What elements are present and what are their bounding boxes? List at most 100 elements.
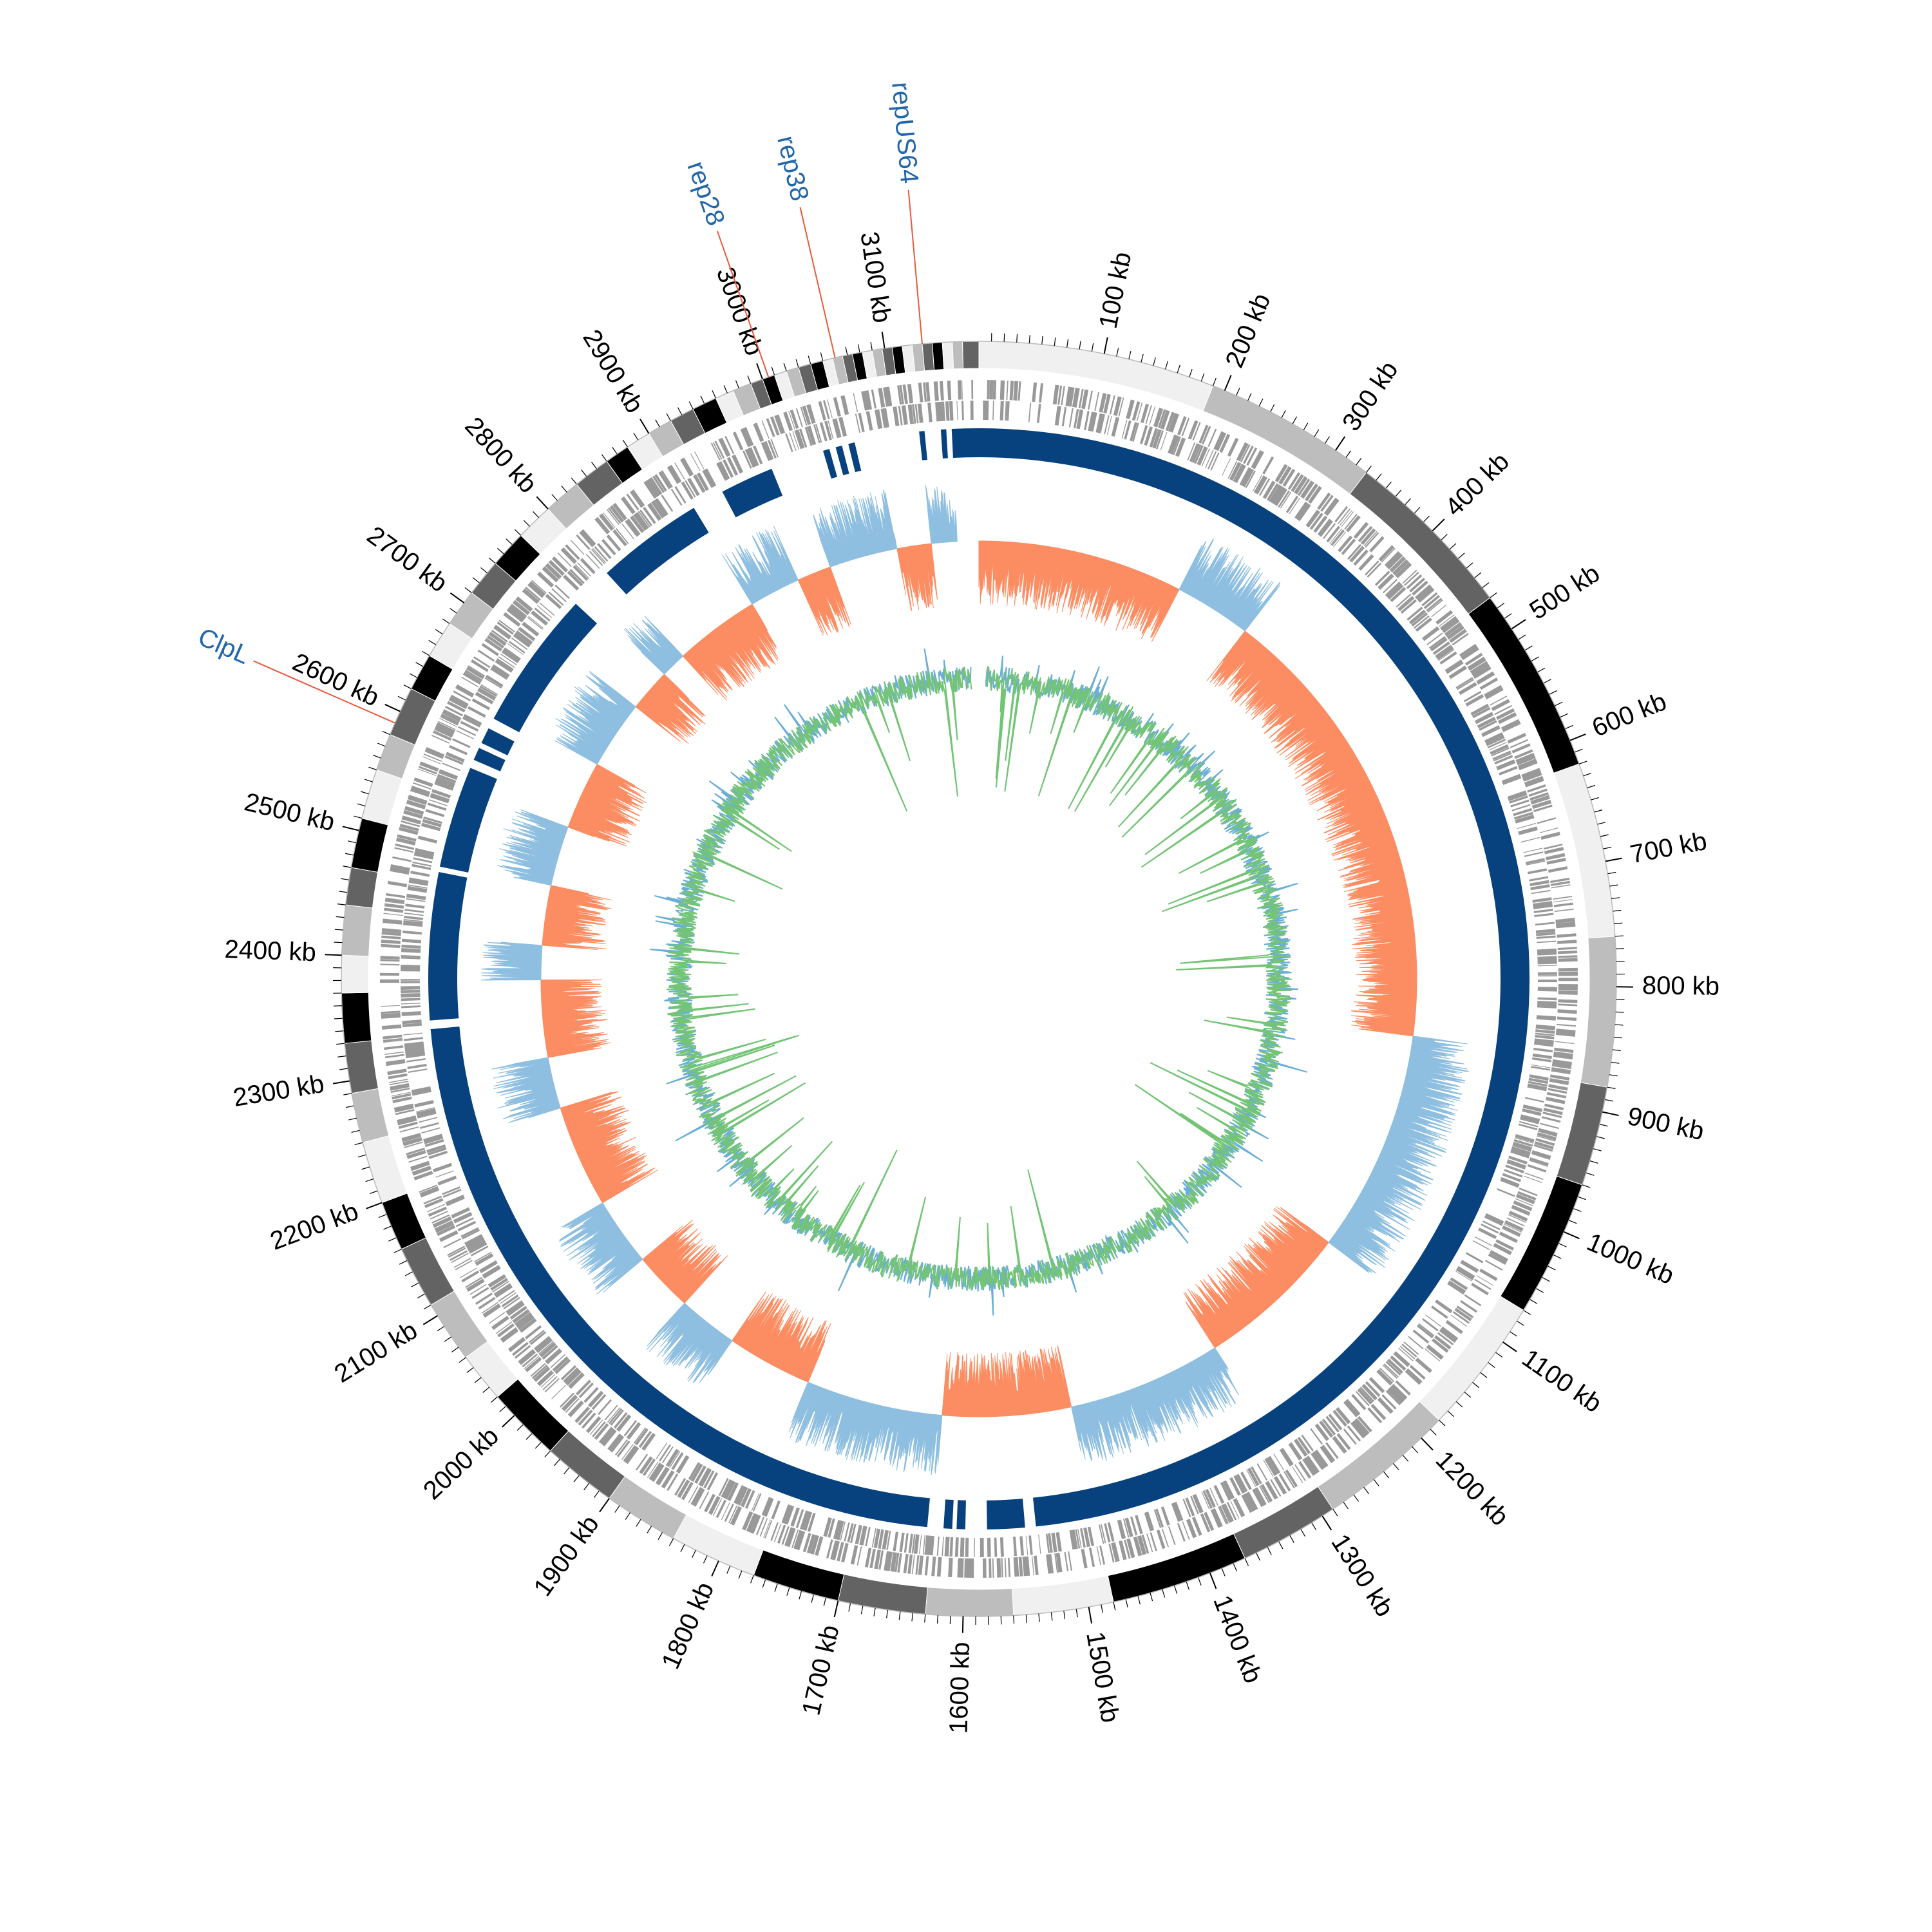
tick-label: 3100 kb xyxy=(855,230,896,325)
minor-tick xyxy=(1573,1208,1582,1212)
tick-mark xyxy=(1564,1231,1580,1240)
tick-mark xyxy=(1321,1515,1332,1531)
tick-label: 2600 kb xyxy=(289,648,384,712)
minor-tick xyxy=(1236,388,1240,396)
minor-tick xyxy=(795,359,799,368)
minor-tick xyxy=(1353,1494,1359,1502)
annotation-label: ClpL xyxy=(194,623,254,670)
tick-label: 2400 kb xyxy=(224,935,317,967)
tick-mark xyxy=(1511,619,1526,630)
minor-tick xyxy=(750,1575,754,1584)
minor-tick xyxy=(497,547,504,554)
tick-label: 2000 kb xyxy=(418,1422,504,1506)
minor-tick xyxy=(1575,748,1583,753)
minor-tick xyxy=(1449,543,1457,550)
minor-tick xyxy=(823,1597,826,1606)
minor-tick xyxy=(1028,335,1030,344)
minor-tick xyxy=(464,587,472,593)
ideogram-band xyxy=(344,1040,379,1094)
minor-tick xyxy=(811,1595,814,1603)
minor-tick xyxy=(1510,1331,1517,1337)
annotation-label: rep28 xyxy=(681,158,730,229)
tick-mark xyxy=(639,419,650,434)
tick-mark xyxy=(502,1415,515,1428)
minor-tick xyxy=(688,401,694,410)
minor-tick xyxy=(1270,404,1275,412)
minor-tick xyxy=(783,363,787,372)
minor-tick xyxy=(703,1555,708,1564)
minor-tick xyxy=(738,1570,743,1579)
tick-label: 1800 kb xyxy=(656,1578,719,1673)
gc-skew xyxy=(813,489,898,568)
minor-tick xyxy=(1041,336,1043,345)
tick-label: 900 kb xyxy=(1625,1102,1707,1146)
tick-label: 1900 kb xyxy=(528,1510,604,1601)
minor-tick xyxy=(354,1142,363,1146)
minor-tick xyxy=(345,853,354,856)
minor-tick xyxy=(1472,1382,1479,1388)
minor-tick xyxy=(1604,1099,1613,1102)
minor-tick xyxy=(886,1609,889,1618)
gc-content xyxy=(666,666,1292,1291)
minor-tick xyxy=(343,1093,352,1095)
minor-tick xyxy=(1153,357,1156,366)
contig xyxy=(722,468,783,518)
tick-label: 2100 kb xyxy=(330,1316,422,1388)
tick-label: 100 kb xyxy=(1094,250,1137,331)
minor-tick xyxy=(1495,1352,1503,1358)
gc-skew xyxy=(732,1291,831,1383)
minor-tick xyxy=(762,1579,766,1588)
annotation-line xyxy=(907,189,923,345)
tick-label: 800 kb xyxy=(1642,971,1720,1000)
minor-tick xyxy=(1091,343,1094,352)
minor-tick xyxy=(378,1214,387,1218)
minor-tick xyxy=(1530,1299,1538,1304)
minor-tick xyxy=(636,1519,641,1527)
minor-tick xyxy=(1054,337,1056,346)
minor-tick xyxy=(1311,1522,1317,1530)
minor-tick xyxy=(1455,1401,1463,1408)
minor-tick xyxy=(1289,1535,1294,1543)
minor-tick xyxy=(506,538,513,545)
minor-tick xyxy=(551,494,558,501)
minor-tick xyxy=(382,731,390,735)
tick-label: 500 kb xyxy=(1524,559,1605,625)
minor-tick xyxy=(870,342,873,351)
contig xyxy=(607,507,709,594)
minor-tick xyxy=(1244,1558,1249,1566)
minor-tick xyxy=(571,477,577,485)
minor-tick xyxy=(1256,1553,1261,1561)
minor-tick xyxy=(474,1377,482,1383)
ideogram-band xyxy=(925,1587,1014,1617)
tick-mark xyxy=(1502,1341,1517,1352)
gc-skew xyxy=(647,1302,733,1383)
minor-tick xyxy=(1025,1615,1027,1624)
minor-tick xyxy=(668,1538,674,1546)
minor-tick xyxy=(1596,1136,1605,1139)
minor-tick xyxy=(1430,1428,1437,1435)
minor-tick xyxy=(614,1505,620,1513)
minor-tick xyxy=(1523,1310,1531,1315)
ideogram-band xyxy=(1500,1175,1583,1311)
tick-label: 2200 kb xyxy=(267,1197,363,1256)
minor-tick xyxy=(1177,365,1180,374)
minor-tick xyxy=(1587,784,1596,788)
tick-label: 2300 kb xyxy=(231,1070,327,1112)
contig xyxy=(951,428,979,458)
minor-tick xyxy=(573,1475,580,1482)
minor-tick xyxy=(1412,1446,1418,1454)
minor-tick xyxy=(403,685,412,689)
minor-tick xyxy=(735,380,739,389)
minor-tick xyxy=(1439,1419,1446,1426)
contig xyxy=(943,1499,954,1529)
minor-tick xyxy=(1497,603,1505,609)
minor-tick xyxy=(1549,690,1557,695)
ideogram-band xyxy=(609,1475,687,1539)
contig xyxy=(428,871,468,1021)
minor-tick xyxy=(873,1607,876,1616)
minor-tick xyxy=(348,840,356,844)
contig xyxy=(439,768,497,873)
minor-tick xyxy=(533,511,540,518)
tick-mark xyxy=(881,332,886,349)
minor-tick xyxy=(692,1549,696,1558)
